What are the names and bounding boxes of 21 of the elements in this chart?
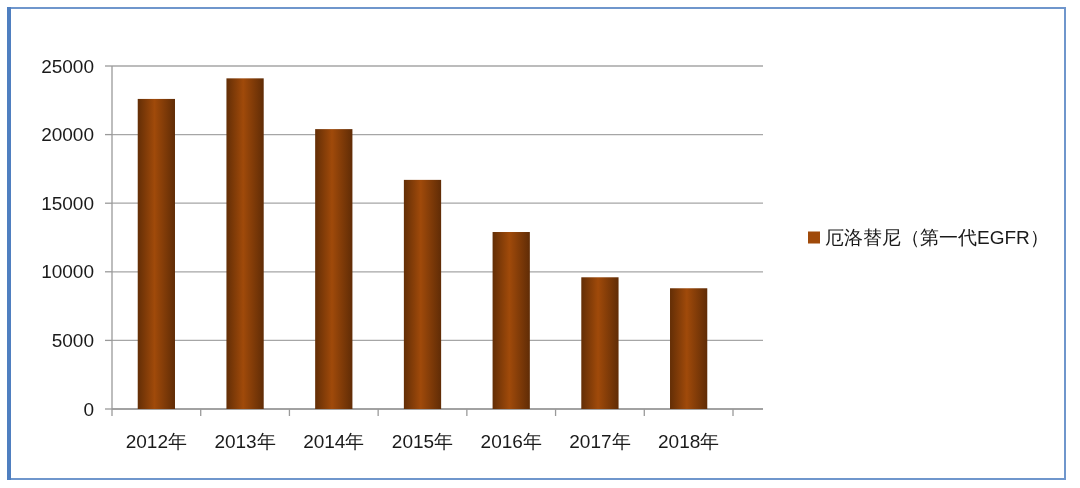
bar: [403, 179, 442, 409]
bar: [492, 232, 530, 409]
y-tick-label: 0: [83, 398, 94, 420]
x-tick-label: 2016年: [480, 430, 542, 452]
bar: [137, 98, 175, 409]
x-tick-label: 2017年: [569, 430, 631, 452]
y-tick-label: 15000: [41, 192, 94, 214]
x-tick-label: 2018年: [658, 430, 720, 452]
bar: [315, 129, 353, 409]
bar: [670, 288, 708, 409]
x-tick-label: 2013年: [214, 430, 276, 452]
x-tick-label: 2012年: [125, 430, 187, 452]
y-tick-label: 25000: [41, 55, 94, 77]
bar: [226, 78, 264, 409]
y-tick-label: 10000: [41, 261, 94, 283]
x-tick-label: 2015年: [391, 430, 454, 452]
bar: [581, 277, 619, 409]
y-tick-label: 5000: [51, 329, 94, 351]
y-tick-label: 20000: [41, 124, 94, 146]
x-tick-label: 2014年: [303, 430, 365, 452]
legend-label: 厄洛替尼（第一代EGFR）: [825, 227, 1049, 248]
